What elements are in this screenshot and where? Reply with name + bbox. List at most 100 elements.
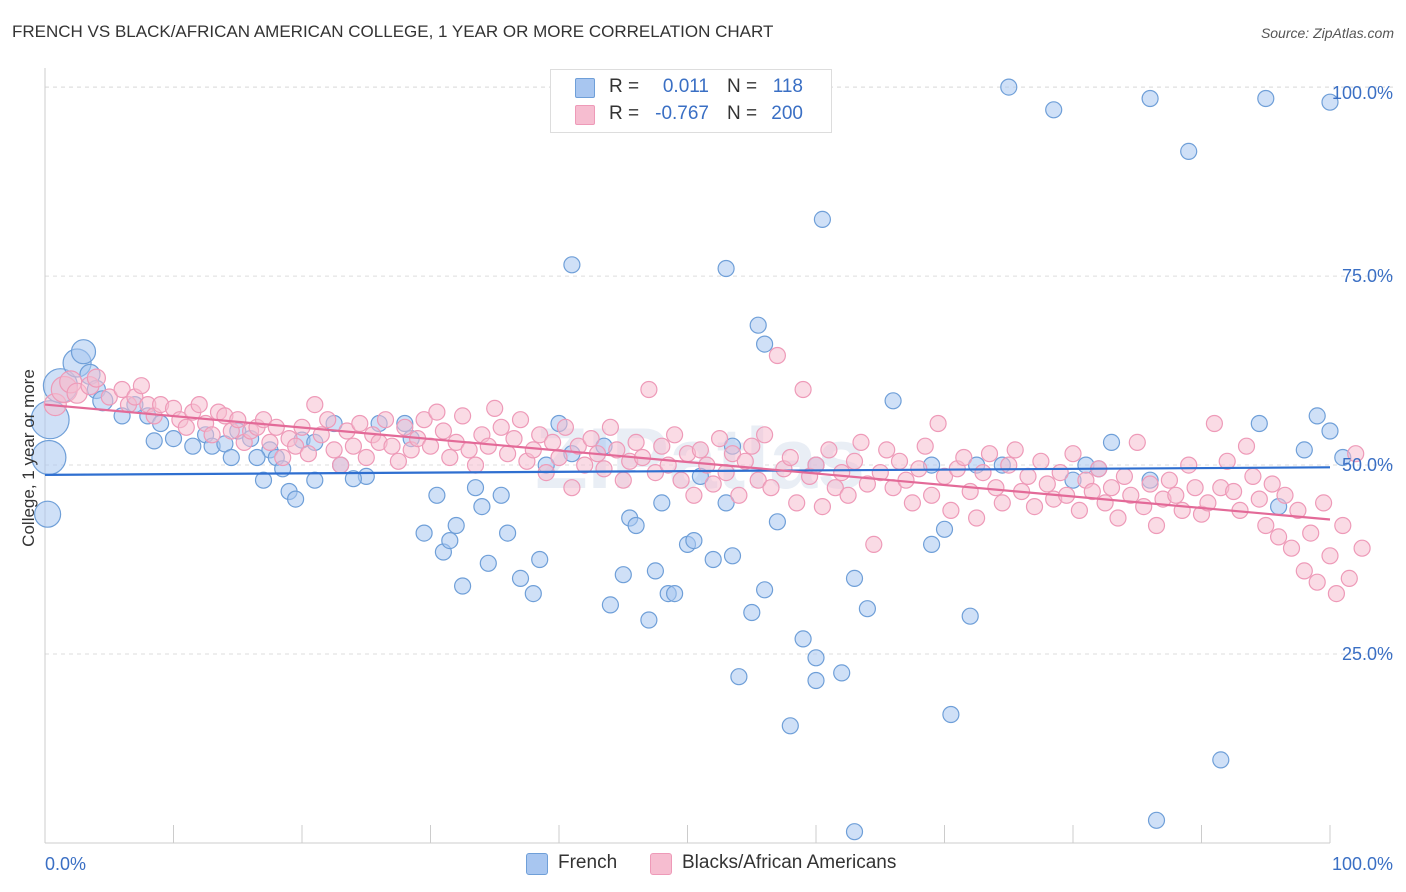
y-tick-label: 25.0% xyxy=(1342,644,1393,664)
black-point xyxy=(955,448,973,467)
black-point xyxy=(466,456,485,474)
black-point xyxy=(871,464,889,482)
french-point xyxy=(1180,142,1198,160)
black-point xyxy=(1218,452,1236,470)
black-point xyxy=(1186,479,1204,497)
french-point xyxy=(1250,414,1268,433)
french-point xyxy=(646,562,665,580)
black-point xyxy=(86,368,107,388)
black-point xyxy=(903,494,922,512)
black-point xyxy=(1102,479,1121,497)
black-point xyxy=(582,430,600,448)
legend-stats: R = 0.011 N = 118 R = -0.767 N = 200 xyxy=(550,69,832,133)
r-value: -0.767 xyxy=(655,103,709,124)
french-point xyxy=(447,516,465,535)
black-point xyxy=(691,441,710,459)
black-point xyxy=(1160,471,1179,489)
black-trend-line xyxy=(44,403,1331,521)
french-point xyxy=(614,566,632,584)
french-point xyxy=(601,596,620,614)
black-point xyxy=(653,437,671,455)
black-point xyxy=(1321,547,1339,565)
black-point xyxy=(113,380,131,399)
french-point xyxy=(922,535,941,554)
black-point xyxy=(762,479,780,497)
french-point xyxy=(833,664,851,682)
black-point xyxy=(543,433,562,451)
french-point xyxy=(254,471,273,489)
chart-title: FRENCH VS BLACK/AFRICAN AMERICAN COLLEGE… xyxy=(12,22,774,41)
black-point xyxy=(441,448,459,467)
black-point xyxy=(454,407,472,425)
y-tick-label: 100.0% xyxy=(1332,83,1393,103)
french-point xyxy=(627,516,645,535)
black-point xyxy=(833,464,851,482)
legend-row-french: R = 0.011 N = 118 xyxy=(551,75,831,101)
trend-lines xyxy=(44,403,1331,521)
black-swatch xyxy=(650,853,672,875)
black-point xyxy=(1289,501,1307,519)
black-point xyxy=(203,426,221,444)
french-point xyxy=(184,437,202,455)
black-point xyxy=(704,475,722,493)
x-tick-label-min: 0.0% xyxy=(45,854,86,874)
black-point xyxy=(1314,494,1333,512)
black-point xyxy=(261,433,279,451)
black-point xyxy=(1025,498,1044,516)
black-point xyxy=(1128,433,1146,451)
black-point xyxy=(794,380,812,399)
french-point xyxy=(640,611,658,629)
black-point xyxy=(1244,467,1262,485)
black-point xyxy=(839,486,857,504)
french-point xyxy=(1102,433,1121,451)
black-point xyxy=(1353,539,1371,557)
y-axis-label: College, 1 year or more xyxy=(19,369,38,547)
black-point xyxy=(524,441,542,459)
black-point xyxy=(351,414,369,433)
black-point xyxy=(1237,437,1256,455)
legend-row-black: R = -0.767 N = 200 xyxy=(551,102,831,128)
french-point xyxy=(563,256,581,274)
french-point xyxy=(415,524,433,542)
black-point xyxy=(319,411,337,429)
black-swatch xyxy=(575,105,595,125)
french-point xyxy=(1308,407,1326,425)
black-point xyxy=(383,437,401,455)
black-point xyxy=(306,396,324,414)
black-point xyxy=(1019,467,1037,485)
french-point xyxy=(685,531,703,550)
legend-series: French Blacks/African Americans xyxy=(0,852,1406,878)
french-point xyxy=(524,584,542,603)
black-point xyxy=(492,418,510,436)
black-point xyxy=(646,464,665,482)
french-point xyxy=(781,717,799,735)
black-point xyxy=(614,471,632,489)
black-point xyxy=(132,377,150,395)
r-value: 0.011 xyxy=(662,76,709,97)
black-point xyxy=(332,456,350,474)
black-point xyxy=(1000,456,1018,474)
black-point xyxy=(1302,524,1320,542)
french-point xyxy=(1295,441,1313,459)
n-label: N = xyxy=(727,103,758,124)
french-point xyxy=(1147,811,1166,829)
black-point xyxy=(1276,486,1294,504)
french-point xyxy=(454,577,472,595)
black-point xyxy=(1340,569,1358,588)
french-point xyxy=(704,550,722,569)
black-point xyxy=(813,498,832,516)
french-point xyxy=(1257,89,1275,108)
black-point xyxy=(229,411,247,429)
black-point xyxy=(576,456,594,474)
black-point xyxy=(267,418,285,436)
black-point xyxy=(1115,467,1134,485)
black-point xyxy=(274,448,292,467)
black-point xyxy=(942,501,960,519)
black-point xyxy=(177,418,195,436)
french-point xyxy=(845,569,864,588)
black-point xyxy=(1122,486,1140,504)
source-label: Source: ZipAtlas.com xyxy=(1260,25,1394,41)
black-point xyxy=(434,422,452,440)
black-point xyxy=(1147,516,1166,535)
